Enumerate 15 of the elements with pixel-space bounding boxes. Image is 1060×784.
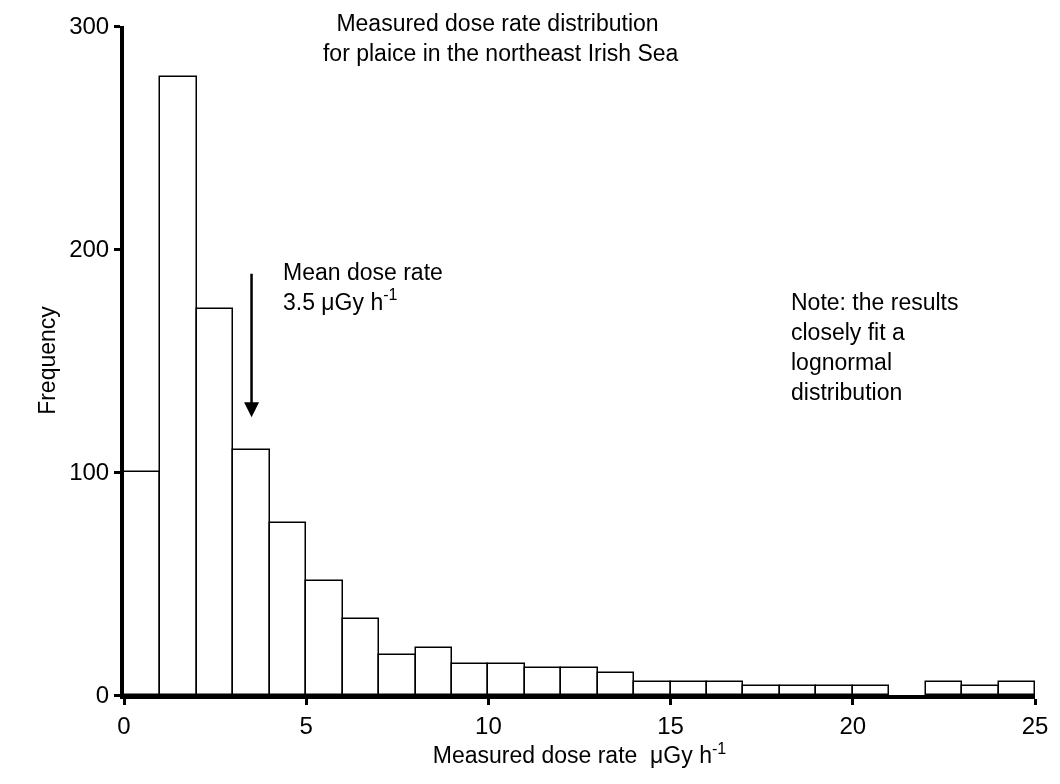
annotation: Note: the results closely fit a lognormal distribution (791, 289, 959, 405)
x-tick-label: 15 (657, 711, 684, 739)
x-tick-label: 25 (1021, 711, 1049, 739)
x-tick-label: 10 (475, 711, 502, 739)
x-tick-label: 0 (117, 711, 131, 739)
x-tick-label: 20 (839, 711, 867, 739)
y-tick-label: 200 (69, 235, 110, 263)
annotation: Mean dose rate 3.5 μGy h$^{-1}$ (283, 259, 443, 315)
y-axis-title: Frequency (34, 305, 61, 415)
x-axis-title: Measured dose rate μGy h$^{-1}$ (432, 738, 727, 769)
y-tick-label: 0 (95, 681, 110, 709)
x-tick-label: 5 (299, 711, 313, 739)
y-tick-label: 300 (69, 12, 110, 40)
chart-title: Measured dose rate distribution for plaice in the northeast Irish Sea (316, 10, 679, 67)
y-tick-label: 100 (69, 458, 110, 486)
